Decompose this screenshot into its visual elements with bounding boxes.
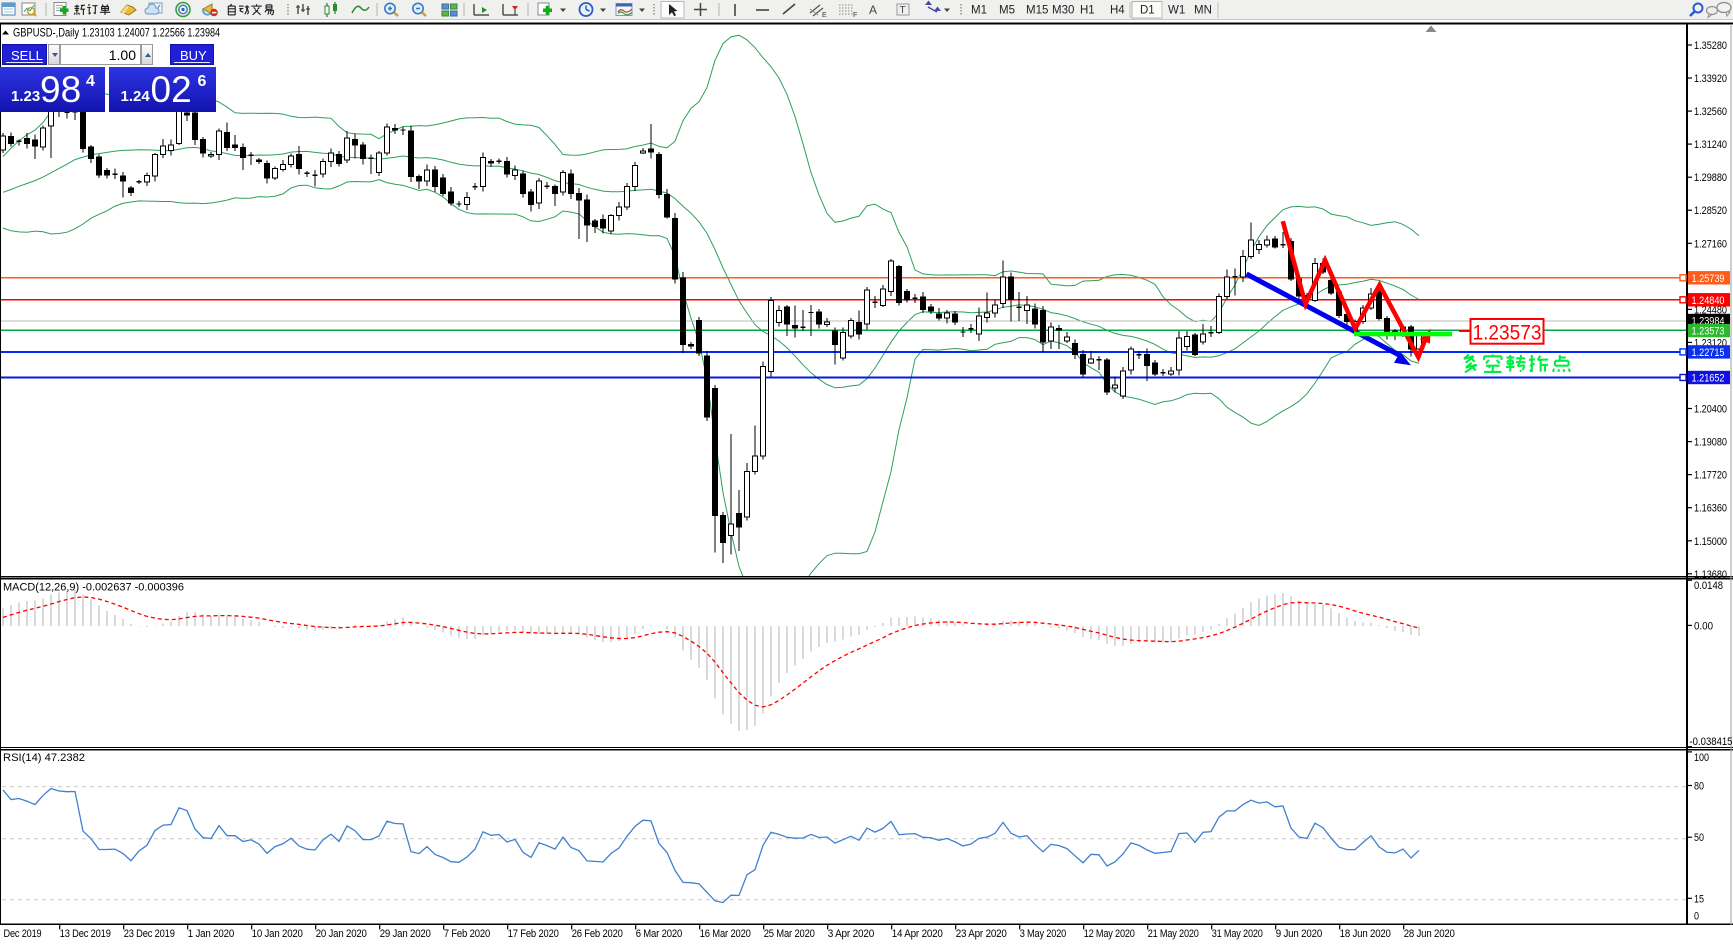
- svg-text:12 May 2020: 12 May 2020: [1084, 928, 1135, 940]
- svg-text:1.16360: 1.16360: [1694, 503, 1727, 515]
- svg-text:H1: H1: [1080, 5, 1095, 17]
- svg-text:1.31240: 1.31240: [1694, 139, 1727, 151]
- svg-text:-0.038415: -0.038415: [1690, 736, 1733, 748]
- svg-text:1.24840: 1.24840: [1692, 295, 1725, 307]
- svg-text:M1: M1: [971, 5, 987, 17]
- svg-text:MACD(12,26,9) -0.002637 -0.000: MACD(12,26,9) -0.002637 -0.000396: [3, 582, 184, 594]
- svg-text:1.28520: 1.28520: [1694, 205, 1727, 217]
- svg-text:F: F: [853, 12, 857, 19]
- svg-text:31 May 2020: 31 May 2020: [1212, 928, 1263, 940]
- svg-text:1.22715: 1.22715: [1692, 347, 1725, 359]
- svg-text:1.25739: 1.25739: [1692, 273, 1725, 285]
- svg-text:20 Jan 2020: 20 Jan 2020: [316, 928, 367, 940]
- svg-text:1.33920: 1.33920: [1694, 73, 1727, 85]
- svg-text:1.17720: 1.17720: [1694, 470, 1727, 482]
- svg-text:1.27160: 1.27160: [1694, 238, 1727, 250]
- svg-text:1.35280: 1.35280: [1694, 40, 1727, 52]
- svg-text:M5: M5: [999, 5, 1015, 17]
- svg-text:1.23103 1.24007 1.22566 1.2398: 1.23103 1.24007 1.22566 1.23984: [82, 26, 220, 40]
- svg-text:100: 100: [1694, 752, 1709, 764]
- svg-text:80: 80: [1694, 781, 1704, 793]
- svg-text:T: T: [900, 5, 906, 16]
- svg-text:0.0148: 0.0148: [1694, 580, 1723, 592]
- svg-text:E: E: [822, 12, 827, 19]
- svg-text:MN: MN: [1194, 5, 1212, 17]
- svg-text:1.15000: 1.15000: [1694, 536, 1727, 548]
- svg-text:16 Mar 2020: 16 Mar 2020: [700, 928, 751, 940]
- svg-text:21 May 2020: 21 May 2020: [1148, 928, 1199, 940]
- svg-text:Dec 2019: Dec 2019: [4, 928, 42, 940]
- svg-text:1 Jan 2020: 1 Jan 2020: [188, 928, 234, 940]
- svg-text:23 Apr 2020: 23 Apr 2020: [956, 928, 1007, 940]
- svg-text:1.24480: 1.24480: [1694, 304, 1727, 316]
- svg-text:1.23573: 1.23573: [1692, 326, 1725, 338]
- svg-text:23 Dec 2019: 23 Dec 2019: [124, 928, 175, 940]
- svg-text:3 Apr 2020: 3 Apr 2020: [828, 928, 874, 940]
- svg-text:28 Jun 2020: 28 Jun 2020: [1404, 928, 1455, 940]
- svg-text:9 Jun 2020: 9 Jun 2020: [1276, 928, 1322, 940]
- svg-text:10 Jan 2020: 10 Jan 2020: [252, 928, 303, 940]
- svg-text:D1: D1: [1140, 5, 1155, 17]
- svg-text:7 Feb 2020: 7 Feb 2020: [444, 928, 490, 940]
- svg-text:50: 50: [1694, 832, 1704, 844]
- svg-text:1.29880: 1.29880: [1694, 172, 1727, 184]
- svg-text:1.23573: 1.23573: [1473, 322, 1542, 345]
- svg-text:17 Feb 2020: 17 Feb 2020: [508, 928, 559, 940]
- svg-text:GBPUSD-,Daily: GBPUSD-,Daily: [13, 26, 79, 40]
- svg-text:1.19080: 1.19080: [1694, 437, 1727, 449]
- svg-text:3 May 2020: 3 May 2020: [1020, 928, 1066, 940]
- svg-text:M15: M15: [1026, 5, 1048, 17]
- svg-text:W1: W1: [1168, 5, 1185, 17]
- svg-text:0.00: 0.00: [1694, 620, 1713, 632]
- svg-text:18 Jun 2020: 18 Jun 2020: [1340, 928, 1391, 940]
- svg-text:13 Dec 2019: 13 Dec 2019: [60, 928, 111, 940]
- svg-text:6 Mar 2020: 6 Mar 2020: [636, 928, 682, 940]
- svg-text:H4: H4: [1110, 5, 1125, 17]
- svg-text:1.20400: 1.20400: [1694, 404, 1727, 416]
- svg-text:1.21652: 1.21652: [1692, 373, 1725, 385]
- svg-text:25 Mar 2020: 25 Mar 2020: [764, 928, 815, 940]
- svg-text:15: 15: [1694, 893, 1704, 905]
- svg-text:A: A: [869, 3, 877, 17]
- svg-text:0: 0: [1694, 911, 1699, 923]
- svg-text:14 Apr 2020: 14 Apr 2020: [892, 928, 943, 940]
- svg-text:M30: M30: [1052, 5, 1074, 17]
- svg-text:1.13680: 1.13680: [1694, 569, 1727, 581]
- svg-text:26 Feb 2020: 26 Feb 2020: [572, 928, 623, 940]
- svg-text:29 Jan 2020: 29 Jan 2020: [380, 928, 431, 940]
- svg-text:RSI(14) 47.2382: RSI(14) 47.2382: [3, 752, 85, 764]
- svg-text:1.32560: 1.32560: [1694, 106, 1727, 118]
